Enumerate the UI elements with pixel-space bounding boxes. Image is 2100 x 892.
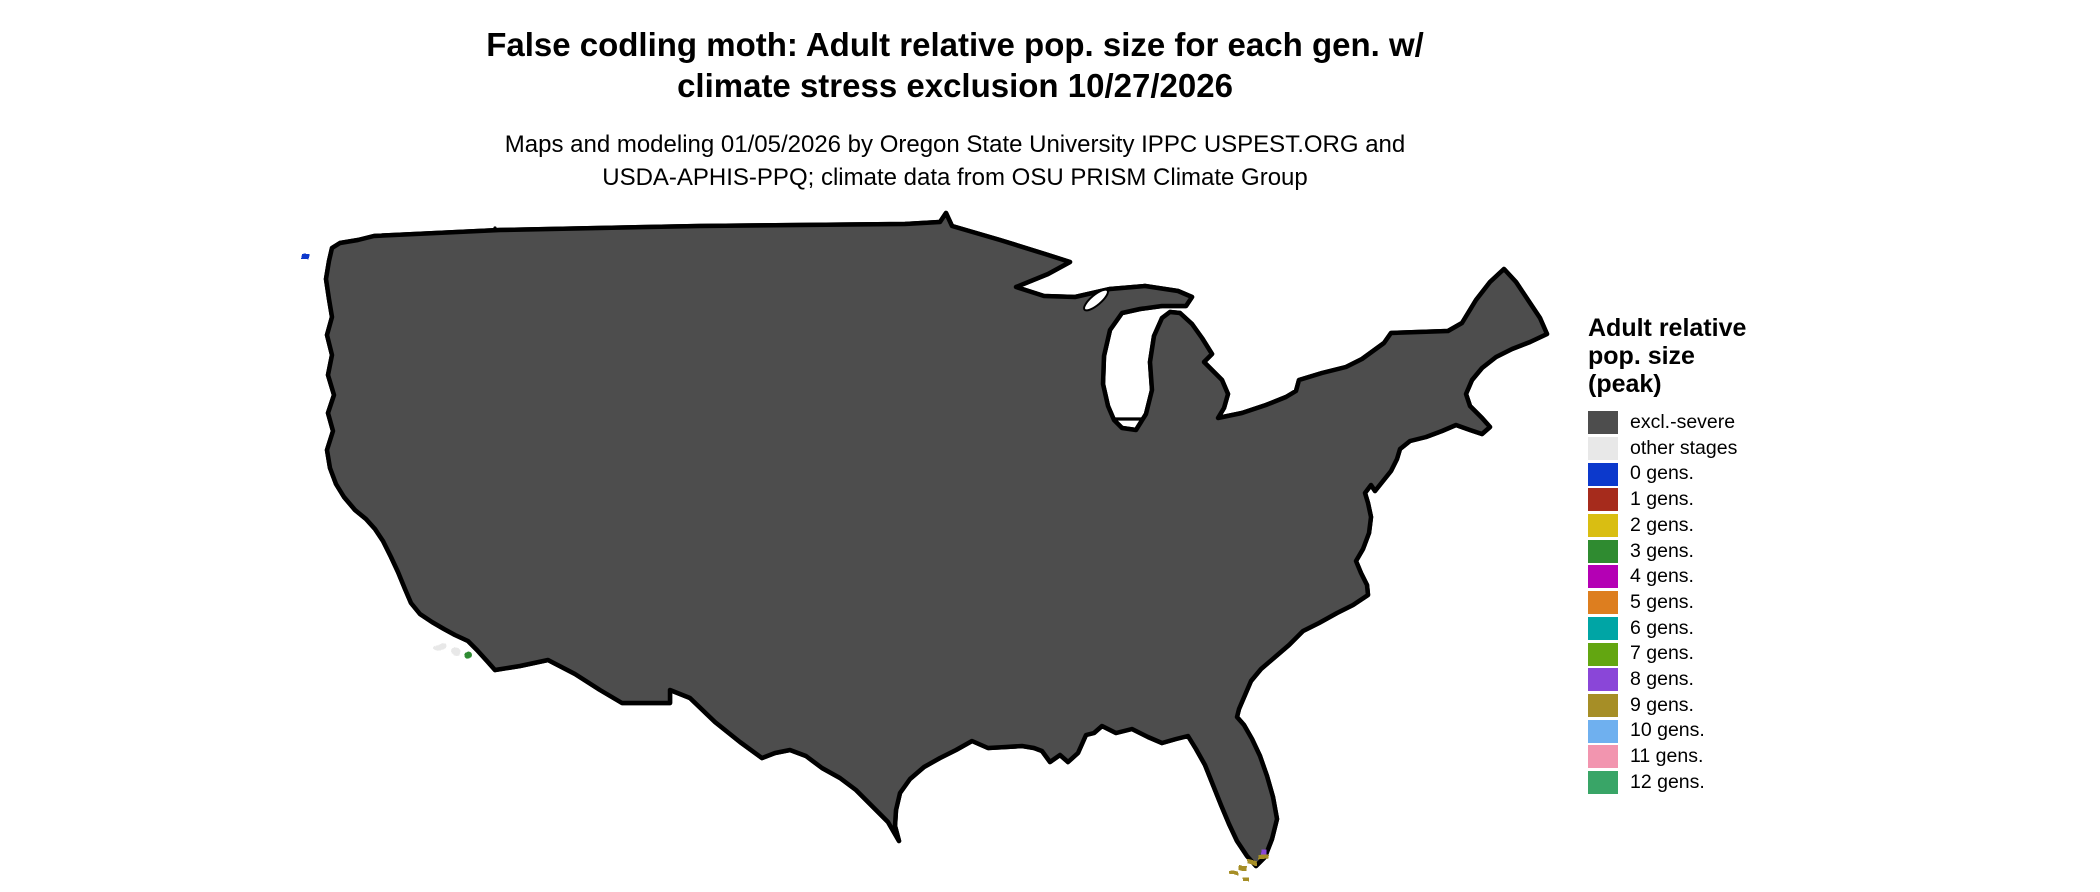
legend-swatch [1588, 668, 1618, 692]
legend-items: excl.-severe other stages 0 gens. 1 gens… [1588, 410, 1868, 795]
legend-item-4-gens: 4 gens. [1588, 564, 1868, 590]
legend-item-0-gens: 0 gens. [1588, 461, 1868, 487]
legend-swatch [1588, 770, 1618, 794]
legend-swatch [1588, 642, 1618, 666]
legend-swatch [1588, 565, 1618, 589]
legend-item-excl-severe: excl.-severe [1588, 410, 1868, 436]
green-bay [1083, 288, 1109, 312]
legend-label: 11 gens. [1630, 745, 1704, 768]
legend-title: Adult relative pop. size (peak) [1588, 314, 1868, 398]
legend-swatch [1588, 591, 1618, 615]
legend-item-6-gens: 6 gens. [1588, 616, 1868, 642]
legend-swatch [1588, 462, 1618, 486]
legend-item-2-gens: 2 gens. [1588, 513, 1868, 539]
legend-label: other stages [1630, 436, 1738, 459]
legend-item-11-gens: 11 gens. [1588, 744, 1868, 770]
legend-item-9-gens: 9 gens. [1588, 693, 1868, 719]
legend-label: excl.-severe [1630, 411, 1736, 434]
legend-label: 0 gens. [1630, 462, 1694, 485]
legend-label: 12 gens. [1630, 770, 1705, 793]
legend-title-line1: Adult relative [1588, 314, 1747, 342]
legend-swatch [1588, 539, 1618, 563]
legend-swatch [1588, 719, 1618, 743]
purple-keys-speck [1260, 850, 1265, 854]
legend-item-5-gens: 5 gens. [1588, 590, 1868, 616]
legend-swatch [1588, 488, 1618, 512]
legend-swatch [1588, 616, 1618, 640]
florida-keys [1228, 854, 1267, 882]
legend-label: 4 gens. [1630, 565, 1694, 588]
legend-item-1-gens: 1 gens. [1588, 487, 1868, 513]
legend-label: 1 gens. [1630, 488, 1694, 511]
legend-label: 10 gens. [1630, 719, 1705, 742]
legend-label: 8 gens. [1630, 667, 1694, 690]
offshore-features [302, 254, 1267, 882]
legend-label: 2 gens. [1630, 513, 1694, 536]
map-legend: Adult relative pop. size (peak) excl.-se… [1588, 314, 1868, 795]
legend-label: 6 gens. [1630, 616, 1694, 639]
legend-item-8-gens: 8 gens. [1588, 667, 1868, 693]
legend-item-10-gens: 10 gens. [1588, 718, 1868, 744]
legend-item-12-gens: 12 gens. [1588, 770, 1868, 796]
legend-swatch [1588, 437, 1618, 461]
legend-swatch [1588, 693, 1618, 717]
legend-item-other-stages: other stages [1588, 436, 1868, 462]
legend-swatch [1588, 745, 1618, 769]
legend-label: 5 gens. [1630, 590, 1694, 613]
legend-swatch [1588, 411, 1618, 435]
coastline [326, 213, 1547, 866]
legend-swatch [1588, 514, 1618, 538]
channel-islands [435, 643, 472, 660]
legend-title-line2: pop. size [1588, 342, 1695, 370]
legend-label: 9 gens. [1630, 693, 1694, 716]
legend-title-line3: (peak) [1588, 370, 1662, 398]
blue-coast-speck [302, 254, 308, 259]
legend-item-7-gens: 7 gens. [1588, 641, 1868, 667]
legend-label: 7 gens. [1630, 642, 1694, 665]
legend-label: 3 gens. [1630, 539, 1694, 562]
legend-item-3-gens: 3 gens. [1588, 538, 1868, 564]
